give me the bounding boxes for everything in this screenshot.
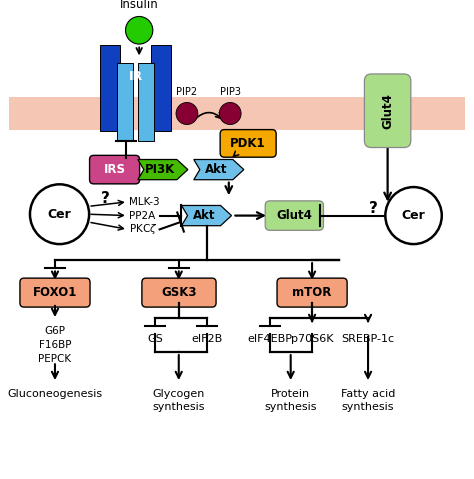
Text: eIF2B: eIF2B xyxy=(192,334,223,344)
Text: IR: IR xyxy=(129,70,143,83)
Text: Insulin: Insulin xyxy=(120,0,158,11)
Text: Glycogen
synthesis: Glycogen synthesis xyxy=(153,389,205,412)
Text: mTOR: mTOR xyxy=(292,286,332,299)
Text: IRS: IRS xyxy=(104,163,126,176)
Bar xyxy=(9,97,465,130)
FancyBboxPatch shape xyxy=(142,278,216,307)
Text: GSK3: GSK3 xyxy=(161,286,197,299)
Text: eIF4EBP: eIF4EBP xyxy=(247,334,292,344)
Polygon shape xyxy=(182,205,231,226)
Bar xyxy=(100,45,119,131)
Polygon shape xyxy=(194,160,244,180)
Text: SREBP-1c: SREBP-1c xyxy=(341,334,395,344)
FancyBboxPatch shape xyxy=(265,201,323,230)
Text: FOXO1: FOXO1 xyxy=(33,286,77,299)
Text: PIP3: PIP3 xyxy=(219,87,241,97)
Circle shape xyxy=(219,103,241,125)
Circle shape xyxy=(30,184,89,244)
Text: Gluconeogenesis: Gluconeogenesis xyxy=(8,389,102,399)
Text: Protein
synthesis: Protein synthesis xyxy=(264,389,317,412)
Text: MLK-3: MLK-3 xyxy=(129,197,159,207)
Text: PI3K: PI3K xyxy=(145,163,175,176)
Text: Glut4: Glut4 xyxy=(276,209,312,222)
Text: Cer: Cer xyxy=(401,209,426,222)
Text: Akt: Akt xyxy=(193,209,215,222)
FancyBboxPatch shape xyxy=(365,74,411,148)
Circle shape xyxy=(385,187,442,244)
Text: ?: ? xyxy=(369,201,378,216)
Bar xyxy=(118,63,133,141)
Circle shape xyxy=(176,103,198,125)
Text: Fatty acid
synthesis: Fatty acid synthesis xyxy=(341,389,395,412)
Bar xyxy=(138,63,154,141)
Text: PIP2: PIP2 xyxy=(176,87,198,97)
Text: PDK1: PDK1 xyxy=(230,137,266,150)
Text: Glut4: Glut4 xyxy=(381,93,394,129)
Circle shape xyxy=(126,16,153,44)
Text: Cer: Cer xyxy=(48,208,72,221)
Text: GS: GS xyxy=(147,334,163,344)
Text: ?: ? xyxy=(100,191,109,205)
FancyBboxPatch shape xyxy=(90,155,140,184)
FancyBboxPatch shape xyxy=(20,278,90,307)
Text: PP2A: PP2A xyxy=(129,211,155,221)
Polygon shape xyxy=(138,160,188,180)
FancyBboxPatch shape xyxy=(277,278,347,307)
Text: Akt: Akt xyxy=(205,163,228,176)
Bar xyxy=(152,45,171,131)
FancyBboxPatch shape xyxy=(220,130,276,157)
Text: PKC$\zeta$: PKC$\zeta$ xyxy=(129,222,157,236)
Text: p70S6K: p70S6K xyxy=(291,334,333,344)
Text: G6P
F16BP
PEPCK: G6P F16BP PEPCK xyxy=(38,326,72,364)
